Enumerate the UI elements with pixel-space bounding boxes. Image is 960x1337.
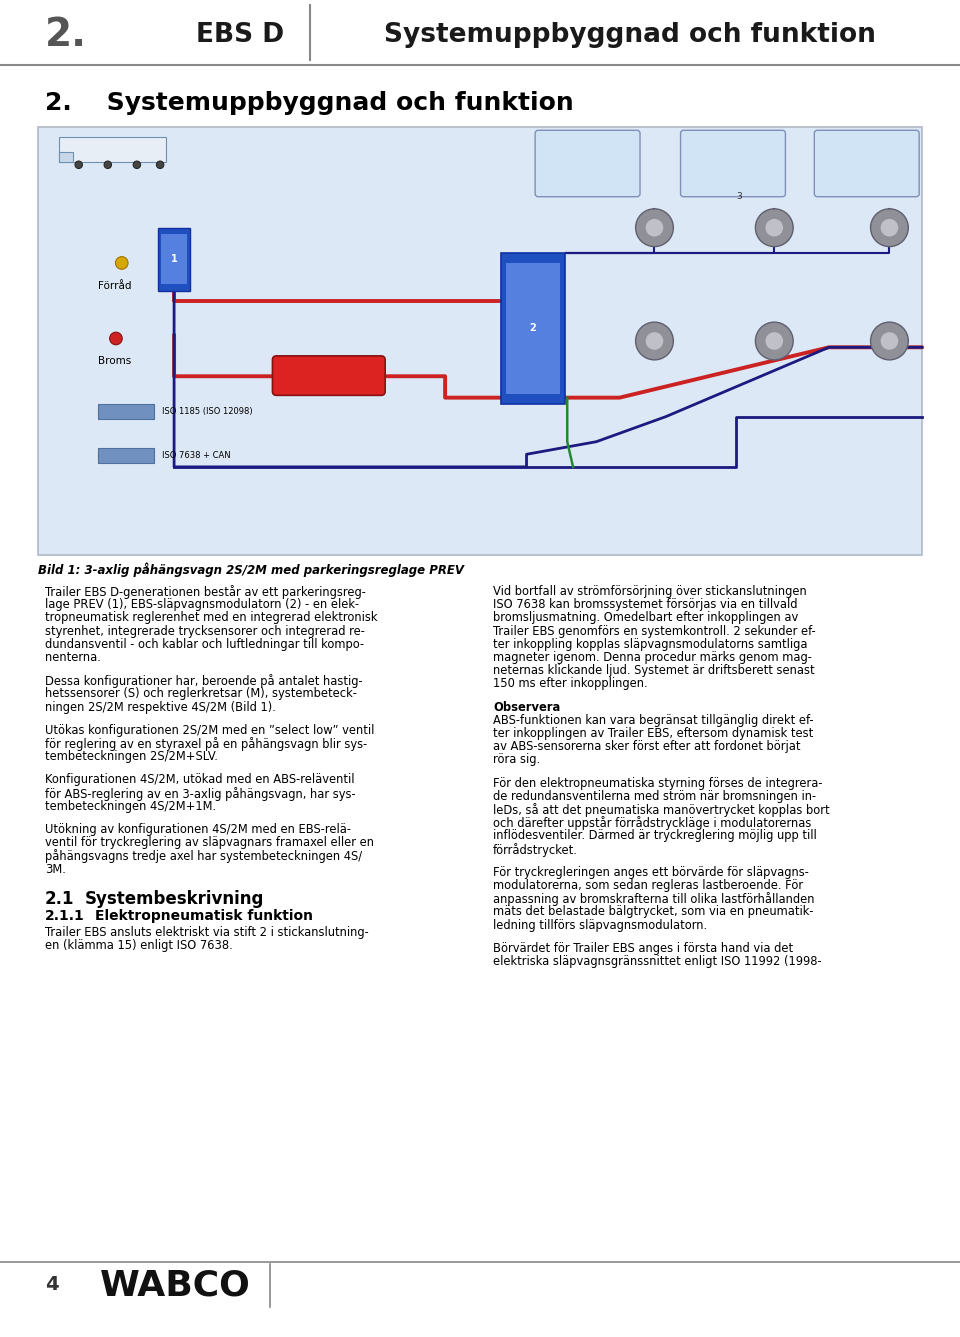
Text: 2.1: 2.1 — [45, 890, 75, 908]
Circle shape — [871, 322, 908, 360]
Circle shape — [646, 219, 663, 237]
Text: elektriska släpvagnsgränssnittet enligt ISO 11992 (1998-: elektriska släpvagnsgränssnittet enligt … — [493, 955, 822, 968]
Text: För den elektropneumatiska styrning förses de integrera-: För den elektropneumatiska styrning förs… — [493, 777, 823, 790]
FancyBboxPatch shape — [814, 130, 919, 197]
Circle shape — [765, 332, 783, 350]
Text: Börvärdet för Trailer EBS anges i första hand via det: Börvärdet för Trailer EBS anges i första… — [493, 941, 793, 955]
Circle shape — [115, 257, 128, 269]
Text: ter inkoppling kopplas släpvagnsmodulatorns samtliga: ter inkoppling kopplas släpvagnsmodulato… — [493, 638, 807, 651]
Text: Konfigurationen 4S/2M, utökad med en ABS-reläventil: Konfigurationen 4S/2M, utökad med en ABS… — [45, 773, 354, 786]
Text: mäts det belastade bälgtrycket, som via en pneumatik-: mäts det belastade bälgtrycket, som via … — [493, 905, 813, 919]
Text: av ABS-sensorerna sker först efter att fordonet börjat: av ABS-sensorerna sker först efter att f… — [493, 741, 801, 753]
Bar — [59, 152, 73, 162]
Text: anpassning av bromskrafterna till olika lastförhållanden: anpassning av bromskrafterna till olika … — [493, 892, 814, 906]
Text: Elektropneumatisk funktion: Elektropneumatisk funktion — [95, 909, 313, 923]
Text: För tryckregleringen anges ett börvärde för släpvagns-: För tryckregleringen anges ett börvärde … — [493, 866, 809, 878]
Text: ISO 7638 kan bromssystemet försörjas via en tillvald: ISO 7638 kan bromssystemet försörjas via… — [493, 598, 798, 611]
Text: bromsljusmatning. Omedelbart efter inkopplingen av: bromsljusmatning. Omedelbart efter inkop… — [493, 611, 799, 624]
Circle shape — [636, 322, 673, 360]
Text: 150 ms efter inkopplingen.: 150 ms efter inkopplingen. — [493, 678, 648, 690]
Text: för reglering av en styraxel på en påhängsvagn blir sys-: för reglering av en styraxel på en påhän… — [45, 737, 368, 751]
Text: tembeteckningen 4S/2M+1M.: tembeteckningen 4S/2M+1M. — [45, 800, 216, 813]
Text: ISO 7638 + CAN: ISO 7638 + CAN — [162, 451, 231, 460]
Circle shape — [880, 332, 899, 350]
Text: och därefter uppstår förrådstryckläge i modulatorernas: och därefter uppstår förrådstryckläge i … — [493, 816, 811, 830]
Text: Trailer EBS ansluts elektriskt via stift 2 i stickanslutning-: Trailer EBS ansluts elektriskt via stift… — [45, 925, 369, 939]
FancyBboxPatch shape — [273, 356, 385, 396]
Bar — [506, 263, 561, 394]
Text: Dessa konfigurationer har, beroende på antalet hastig-: Dessa konfigurationer har, beroende på a… — [45, 674, 363, 689]
Text: 3M.: 3M. — [45, 862, 66, 876]
Text: tembeteckningen 2S/2M+SLV.: tembeteckningen 2S/2M+SLV. — [45, 750, 218, 763]
Circle shape — [646, 332, 663, 350]
Circle shape — [871, 209, 908, 246]
Text: neternas klickande ljud. Systemet är driftsberett senast: neternas klickande ljud. Systemet är dri… — [493, 664, 815, 678]
Text: EBS D: EBS D — [196, 21, 284, 48]
Text: 2.: 2. — [45, 16, 87, 53]
Text: ABS-funktionen kan vara begränsat tillgänglig direkt ef-: ABS-funktionen kan vara begränsat tillgä… — [493, 714, 814, 727]
Text: 2.1.1: 2.1.1 — [45, 909, 84, 923]
Text: Broms: Broms — [99, 356, 132, 366]
Circle shape — [756, 209, 793, 246]
Circle shape — [133, 160, 141, 168]
Text: 2.    Systemuppbyggnad och funktion: 2. Systemuppbyggnad och funktion — [45, 91, 574, 115]
Text: Trailer EBS genomförs en systemkontroll. 2 sekunder ef-: Trailer EBS genomförs en systemkontroll.… — [493, 624, 816, 638]
Bar — [38, 127, 922, 555]
Circle shape — [636, 209, 673, 246]
Bar — [99, 404, 155, 418]
Circle shape — [756, 322, 793, 360]
Text: styrenhet, integrerade trycksensorer och integrerad re-: styrenhet, integrerade trycksensorer och… — [45, 624, 365, 638]
Text: Systemuppbyggnad och funktion: Systemuppbyggnad och funktion — [384, 21, 876, 48]
Text: magneter igenom. Denna procedur märks genom mag-: magneter igenom. Denna procedur märks ge… — [493, 651, 812, 664]
Text: ventil för tryckreglering av släpvagnars framaxel eller en: ventil för tryckreglering av släpvagnars… — [45, 836, 374, 849]
Text: tropneumatisk reglerenhet med en integrerad elektronisk: tropneumatisk reglerenhet med en integre… — [45, 611, 377, 624]
Text: 2: 2 — [530, 324, 537, 333]
Text: för ABS-reglering av en 3-axlig påhängsvagn, har sys-: för ABS-reglering av en 3-axlig påhängsv… — [45, 786, 355, 801]
Circle shape — [75, 160, 83, 168]
Text: ter inkopplingen av Trailer EBS, eftersom dynamisk test: ter inkopplingen av Trailer EBS, efterso… — [493, 727, 813, 739]
Text: röra sig.: röra sig. — [493, 754, 540, 766]
Text: påhängsvagns tredje axel har systembeteckningen 4S/: påhängsvagns tredje axel har systembetec… — [45, 849, 362, 864]
Text: nenterna.: nenterna. — [45, 651, 101, 664]
Text: Förråd: Förråd — [99, 281, 132, 290]
Text: dundansventil - och kablar och luftledningar till kompo-: dundansventil - och kablar och luftledni… — [45, 638, 364, 651]
Text: Vid bortfall av strömförsörjning över stickanslutningen: Vid bortfall av strömförsörjning över st… — [493, 586, 806, 598]
FancyBboxPatch shape — [681, 130, 785, 197]
Bar — [157, 227, 190, 290]
Circle shape — [765, 219, 783, 237]
Text: WABCO: WABCO — [100, 1267, 251, 1302]
Text: förrådstrycket.: förrådstrycket. — [493, 842, 578, 857]
Bar — [161, 234, 187, 285]
Text: 1: 1 — [171, 254, 178, 265]
Text: Utökning av konfigurationen 4S/2M med en EBS-relä-: Utökning av konfigurationen 4S/2M med en… — [45, 824, 351, 836]
Bar — [501, 253, 564, 404]
Text: hetssensorer (S) och reglerkretsar (M), systembeteck-: hetssensorer (S) och reglerkretsar (M), … — [45, 687, 357, 701]
Bar — [59, 138, 166, 162]
Text: ISO 1185 (ISO 12098): ISO 1185 (ISO 12098) — [162, 406, 253, 416]
Text: 3: 3 — [736, 191, 742, 201]
Text: leDs, så att det pneumatiska manövertrycket kopplas bort: leDs, så att det pneumatiska manövertryc… — [493, 804, 829, 817]
Text: modulatorerna, som sedan regleras lastberoende. För: modulatorerna, som sedan regleras lastbe… — [493, 878, 804, 892]
Text: 4: 4 — [45, 1275, 59, 1294]
Text: Bild 1: 3-axlig påhängsvagn 2S/2M med parkeringsreglage PREV: Bild 1: 3-axlig påhängsvagn 2S/2M med pa… — [38, 562, 464, 576]
Text: en (klämma 15) enligt ISO 7638.: en (klämma 15) enligt ISO 7638. — [45, 939, 232, 952]
Text: Observera: Observera — [493, 701, 561, 714]
Text: lage PREV (1), EBS-släpvagnsmodulatorn (2) - en elek-: lage PREV (1), EBS-släpvagnsmodulatorn (… — [45, 598, 359, 611]
Text: inflödesventiler. Därmed är tryckreglering möjlig upp till: inflödesventiler. Därmed är tryckregleri… — [493, 829, 817, 842]
Circle shape — [880, 219, 899, 237]
Text: Utökas konfigurationen 2S/2M med en ”select low” ventil: Utökas konfigurationen 2S/2M med en ”sel… — [45, 723, 374, 737]
Text: Trailer EBS D-generationen består av ett parkeringsreg-: Trailer EBS D-generationen består av ett… — [45, 586, 366, 599]
Text: ledning tillförs släpvagnsmodulatorn.: ledning tillförs släpvagnsmodulatorn. — [493, 919, 708, 932]
FancyBboxPatch shape — [535, 130, 640, 197]
Circle shape — [104, 160, 111, 168]
Text: de redundansventilerna med ström när bromsningen in-: de redundansventilerna med ström när bro… — [493, 790, 816, 802]
Text: Systembeskrivning: Systembeskrivning — [85, 890, 264, 908]
Text: ningen 2S/2M respektive 4S/2M (Bild 1).: ningen 2S/2M respektive 4S/2M (Bild 1). — [45, 701, 276, 714]
Circle shape — [109, 332, 122, 345]
Bar — [99, 448, 155, 463]
Circle shape — [156, 160, 164, 168]
